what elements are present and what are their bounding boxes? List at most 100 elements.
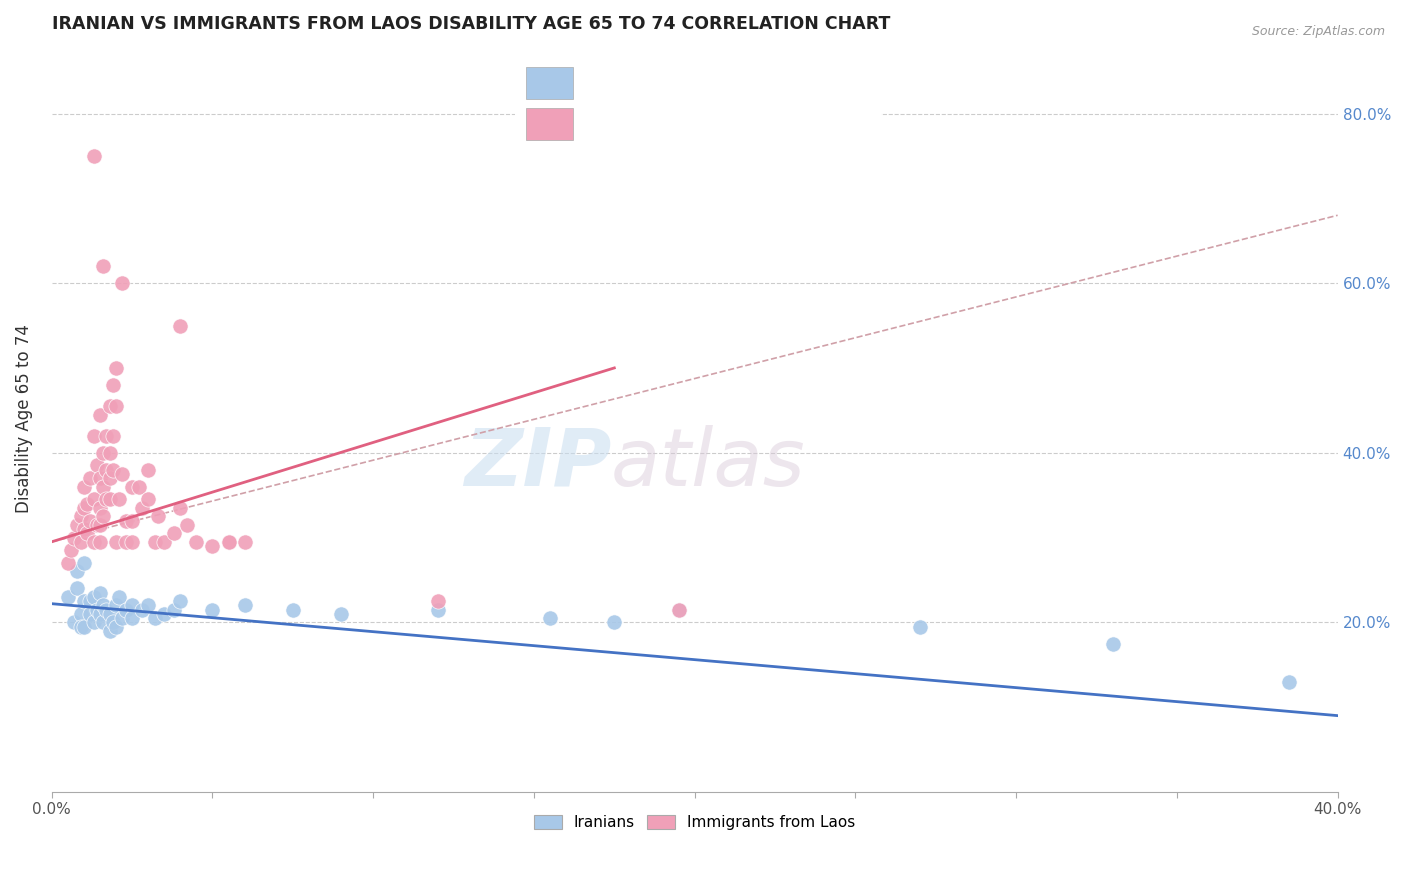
Point: [136, 463, 159, 477]
Point: [201, 539, 224, 553]
Point: [101, 463, 124, 477]
Point: [98, 492, 121, 507]
Point: [176, 517, 198, 532]
Point: [73, 556, 96, 570]
Point: [73, 500, 96, 515]
Point: [105, 399, 128, 413]
Point: [79, 514, 101, 528]
Point: [69, 607, 91, 621]
Point: [121, 611, 143, 625]
Point: [143, 534, 166, 549]
Point: [79, 607, 101, 621]
Point: [86, 458, 108, 473]
Point: [86, 602, 108, 616]
Point: [89, 607, 111, 621]
Point: [83, 534, 105, 549]
Point: [56, 590, 79, 604]
Point: [96, 429, 118, 443]
Point: [105, 619, 128, 633]
Point: [83, 492, 105, 507]
Point: [136, 599, 159, 613]
Point: [111, 276, 134, 290]
Point: [201, 602, 224, 616]
Point: [73, 594, 96, 608]
Text: atlas: atlas: [612, 425, 806, 502]
Point: [91, 480, 114, 494]
Point: [73, 480, 96, 494]
Point: [1278, 674, 1301, 689]
Legend: Iranians, Immigrants from Laos: Iranians, Immigrants from Laos: [529, 809, 862, 837]
Point: [73, 619, 96, 633]
Point: [668, 602, 690, 616]
Point: [426, 602, 449, 616]
Point: [60, 543, 83, 558]
Point: [101, 377, 124, 392]
Point: [66, 565, 89, 579]
Point: [63, 531, 86, 545]
Point: [121, 480, 143, 494]
Point: [83, 615, 105, 630]
Point: [153, 607, 176, 621]
Point: [114, 534, 136, 549]
Point: [603, 615, 626, 630]
Point: [56, 556, 79, 570]
Point: [101, 615, 124, 630]
Text: Source: ZipAtlas.com: Source: ZipAtlas.com: [1251, 25, 1385, 38]
Point: [668, 602, 690, 616]
Point: [89, 585, 111, 599]
Point: [76, 526, 98, 541]
Point: [91, 599, 114, 613]
Point: [73, 522, 96, 536]
Point: [83, 149, 105, 163]
Point: [105, 599, 128, 613]
Point: [146, 509, 169, 524]
Point: [79, 594, 101, 608]
Point: [83, 590, 105, 604]
Point: [136, 492, 159, 507]
Point: [128, 480, 150, 494]
Point: [108, 492, 131, 507]
Point: [86, 517, 108, 532]
Point: [69, 534, 91, 549]
Point: [908, 619, 931, 633]
Point: [131, 602, 153, 616]
Point: [105, 360, 128, 375]
Point: [96, 492, 118, 507]
Point: [169, 318, 191, 333]
Point: [89, 408, 111, 422]
Point: [163, 526, 186, 541]
Point: [131, 500, 153, 515]
Point: [69, 619, 91, 633]
Point: [96, 602, 118, 616]
Point: [89, 500, 111, 515]
Point: [89, 471, 111, 485]
Point: [91, 615, 114, 630]
Point: [69, 509, 91, 524]
Point: [89, 517, 111, 532]
Point: [111, 467, 134, 481]
Point: [91, 446, 114, 460]
Point: [121, 534, 143, 549]
Point: [91, 509, 114, 524]
Text: ZIP: ZIP: [464, 425, 612, 502]
Point: [169, 594, 191, 608]
Point: [66, 582, 89, 596]
Point: [121, 599, 143, 613]
Point: [281, 602, 304, 616]
Point: [1101, 636, 1123, 650]
Point: [105, 534, 128, 549]
Point: [163, 602, 186, 616]
Point: [76, 497, 98, 511]
Point: [111, 611, 134, 625]
Point: [108, 590, 131, 604]
Point: [89, 534, 111, 549]
Point: [91, 259, 114, 273]
Point: [169, 500, 191, 515]
Point: [233, 534, 256, 549]
Y-axis label: Disability Age 65 to 74: Disability Age 65 to 74: [15, 325, 32, 513]
Point: [98, 471, 121, 485]
Point: [538, 611, 561, 625]
Point: [83, 429, 105, 443]
Point: [218, 534, 240, 549]
Point: [98, 399, 121, 413]
